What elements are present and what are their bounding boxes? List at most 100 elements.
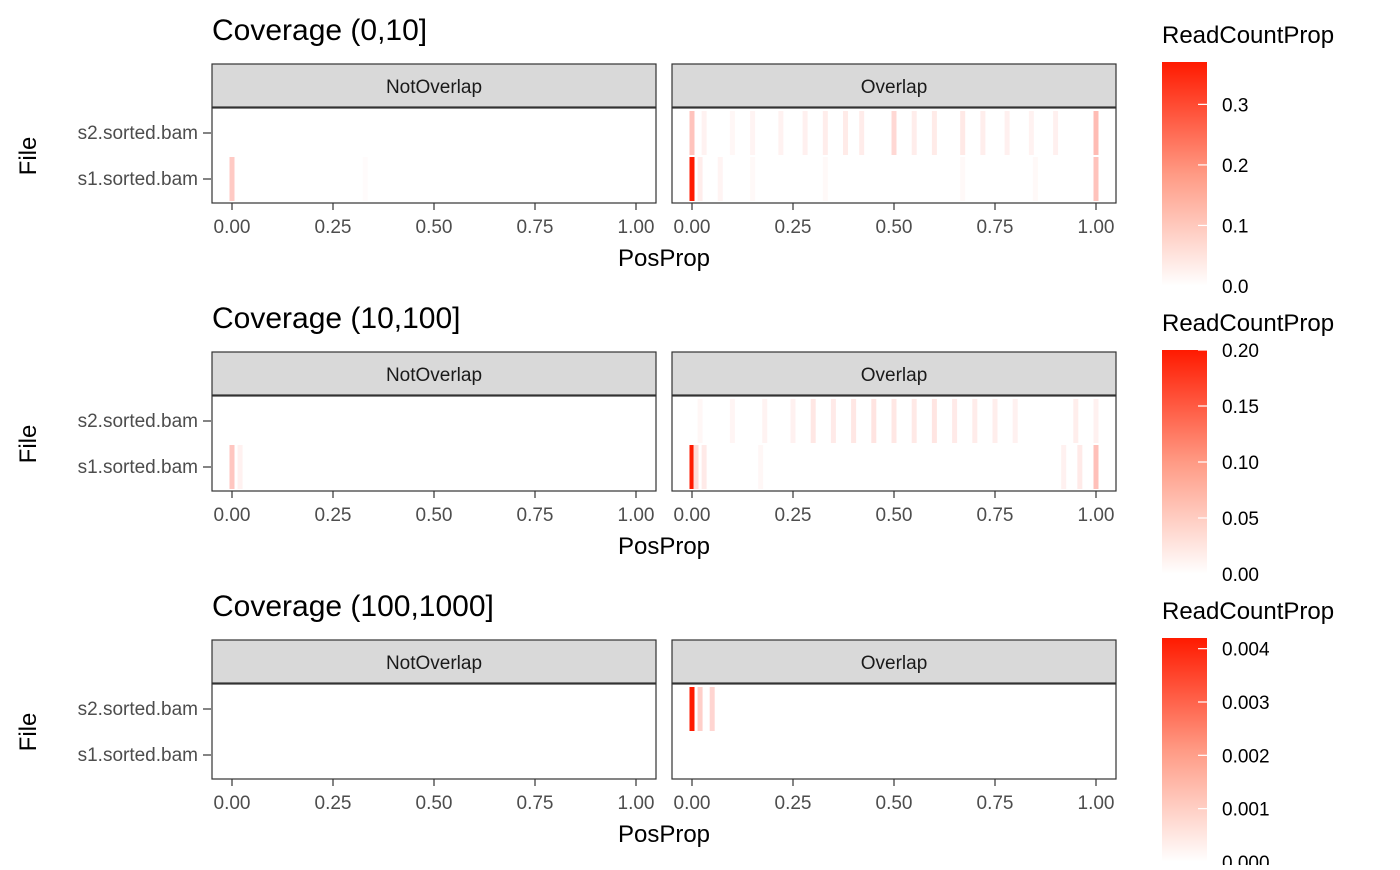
y-tick-label: s2.sorted.bam	[78, 699, 198, 720]
heat-cell	[822, 157, 828, 201]
facet-strip	[671, 639, 1117, 684]
heat-cell	[802, 111, 808, 155]
x-axis-label: PosProp	[618, 533, 710, 560]
heat-cell	[843, 111, 849, 155]
heat-cell	[790, 399, 796, 443]
x-tick-label: 1.00	[618, 217, 655, 238]
chart-title: Coverage (100,1000]	[212, 590, 494, 623]
x-tick-label: 0.75	[517, 793, 554, 814]
x-tick-label: 0.25	[315, 793, 352, 814]
heat-cell	[871, 399, 877, 443]
heat-cell	[697, 687, 703, 731]
heat-cell	[822, 111, 828, 155]
facet-panel	[212, 684, 656, 779]
chart-title: Coverage (0,10]	[212, 14, 427, 47]
heat-cell	[952, 399, 958, 443]
x-tick-label: 0.00	[674, 505, 711, 526]
heat-cell	[830, 399, 836, 443]
facet-panel	[212, 396, 656, 491]
x-tick-label: 0.50	[876, 505, 913, 526]
heat-cell	[717, 157, 723, 201]
heat-cell	[851, 399, 857, 443]
heat-cell	[778, 111, 784, 155]
legend-tick-label: 0.000	[1222, 853, 1270, 865]
x-tick-label: 1.00	[1078, 217, 1115, 238]
x-tick-label: 0.25	[315, 505, 352, 526]
heat-cell	[709, 687, 715, 731]
x-tick-label: 0.75	[517, 505, 554, 526]
heat-cell	[697, 157, 703, 201]
legend-tick-label: 0.00	[1222, 565, 1259, 586]
heat-cell	[1093, 399, 1099, 443]
heat-cell	[1028, 111, 1034, 155]
heat-cell	[1073, 399, 1079, 443]
x-tick-label: 1.00	[1078, 793, 1115, 814]
heat-cell	[693, 445, 699, 489]
x-tick-label: 0.00	[214, 217, 251, 238]
heat-cell	[931, 399, 937, 443]
legend-tick-label: 0.05	[1222, 509, 1259, 530]
facet-panel	[672, 684, 1116, 779]
facet-label: NotOverlap	[386, 365, 482, 386]
heat-cell	[750, 111, 756, 155]
x-tick-label: 0.00	[214, 505, 251, 526]
x-tick-label: 0.00	[214, 793, 251, 814]
legend-tick-label: 0.10	[1222, 453, 1259, 474]
x-tick-label: 0.75	[977, 793, 1014, 814]
heat-cell	[689, 111, 695, 155]
y-tick-label: s1.sorted.bam	[78, 457, 198, 478]
y-tick-label: s1.sorted.bam	[78, 745, 198, 766]
heat-cell	[891, 111, 897, 155]
legend-tick-label: 0.003	[1222, 693, 1270, 714]
heat-cell	[810, 399, 816, 443]
x-tick-label: 0.25	[775, 505, 812, 526]
heat-cell	[689, 687, 695, 731]
heat-cell	[229, 445, 235, 489]
chart-0: Coverage (0,10] File PosProp s2.sorted.bam s…	[15, 14, 1334, 298]
y-tick-label: s1.sorted.bam	[78, 169, 198, 190]
heat-cell	[931, 111, 937, 155]
heat-cell	[1093, 157, 1099, 201]
x-tick-label: 0.00	[674, 217, 711, 238]
facet-strip	[671, 63, 1117, 108]
y-tick-label: s2.sorted.bam	[78, 123, 198, 144]
heat-cell	[1093, 111, 1099, 155]
heat-cell	[960, 157, 966, 201]
legend-tick-label: 0.20	[1222, 341, 1259, 362]
x-tick-label: 0.50	[876, 793, 913, 814]
chart-1: Coverage (10,100] File PosProp s2.sorted.ba…	[15, 302, 1334, 586]
heat-cell	[762, 399, 768, 443]
y-axis-label: File	[15, 425, 42, 464]
heat-cell	[758, 445, 764, 489]
legend-title: ReadCountProp	[1162, 598, 1334, 625]
x-axis-label: PosProp	[618, 245, 710, 272]
x-tick-label: 0.50	[416, 505, 453, 526]
facet-strip	[671, 351, 1117, 396]
legend-tick-label: 0.3	[1222, 95, 1248, 116]
heat-cell	[689, 445, 695, 489]
legend-title: ReadCountProp	[1162, 22, 1334, 49]
legend-colorbar	[1162, 638, 1207, 862]
heat-cell	[972, 399, 978, 443]
legend-title: ReadCountProp	[1162, 310, 1334, 337]
heat-cell	[1093, 445, 1099, 489]
x-tick-label: 0.75	[977, 217, 1014, 238]
x-tick-label: 0.25	[315, 217, 352, 238]
facet-label: Overlap	[861, 77, 928, 98]
y-axis-label: File	[15, 713, 42, 752]
heat-cell	[362, 157, 368, 201]
heat-cell	[701, 111, 707, 155]
facet-label: Overlap	[861, 365, 928, 386]
legend-tick-label: 0.15	[1222, 397, 1259, 418]
legend-tick-label: 0.1	[1222, 216, 1248, 237]
x-tick-label: 0.50	[416, 217, 453, 238]
legend-tick-label: 0.002	[1222, 746, 1270, 767]
heat-cell	[859, 111, 865, 155]
heat-cell	[729, 399, 735, 443]
legend-tick-label: 0.0	[1222, 277, 1248, 298]
facet-strip	[211, 63, 657, 108]
heat-cell	[1012, 399, 1018, 443]
heat-cell	[992, 399, 998, 443]
chart-2: Coverage (100,1000] File PosProp s2.sorted.…	[15, 590, 1334, 870]
